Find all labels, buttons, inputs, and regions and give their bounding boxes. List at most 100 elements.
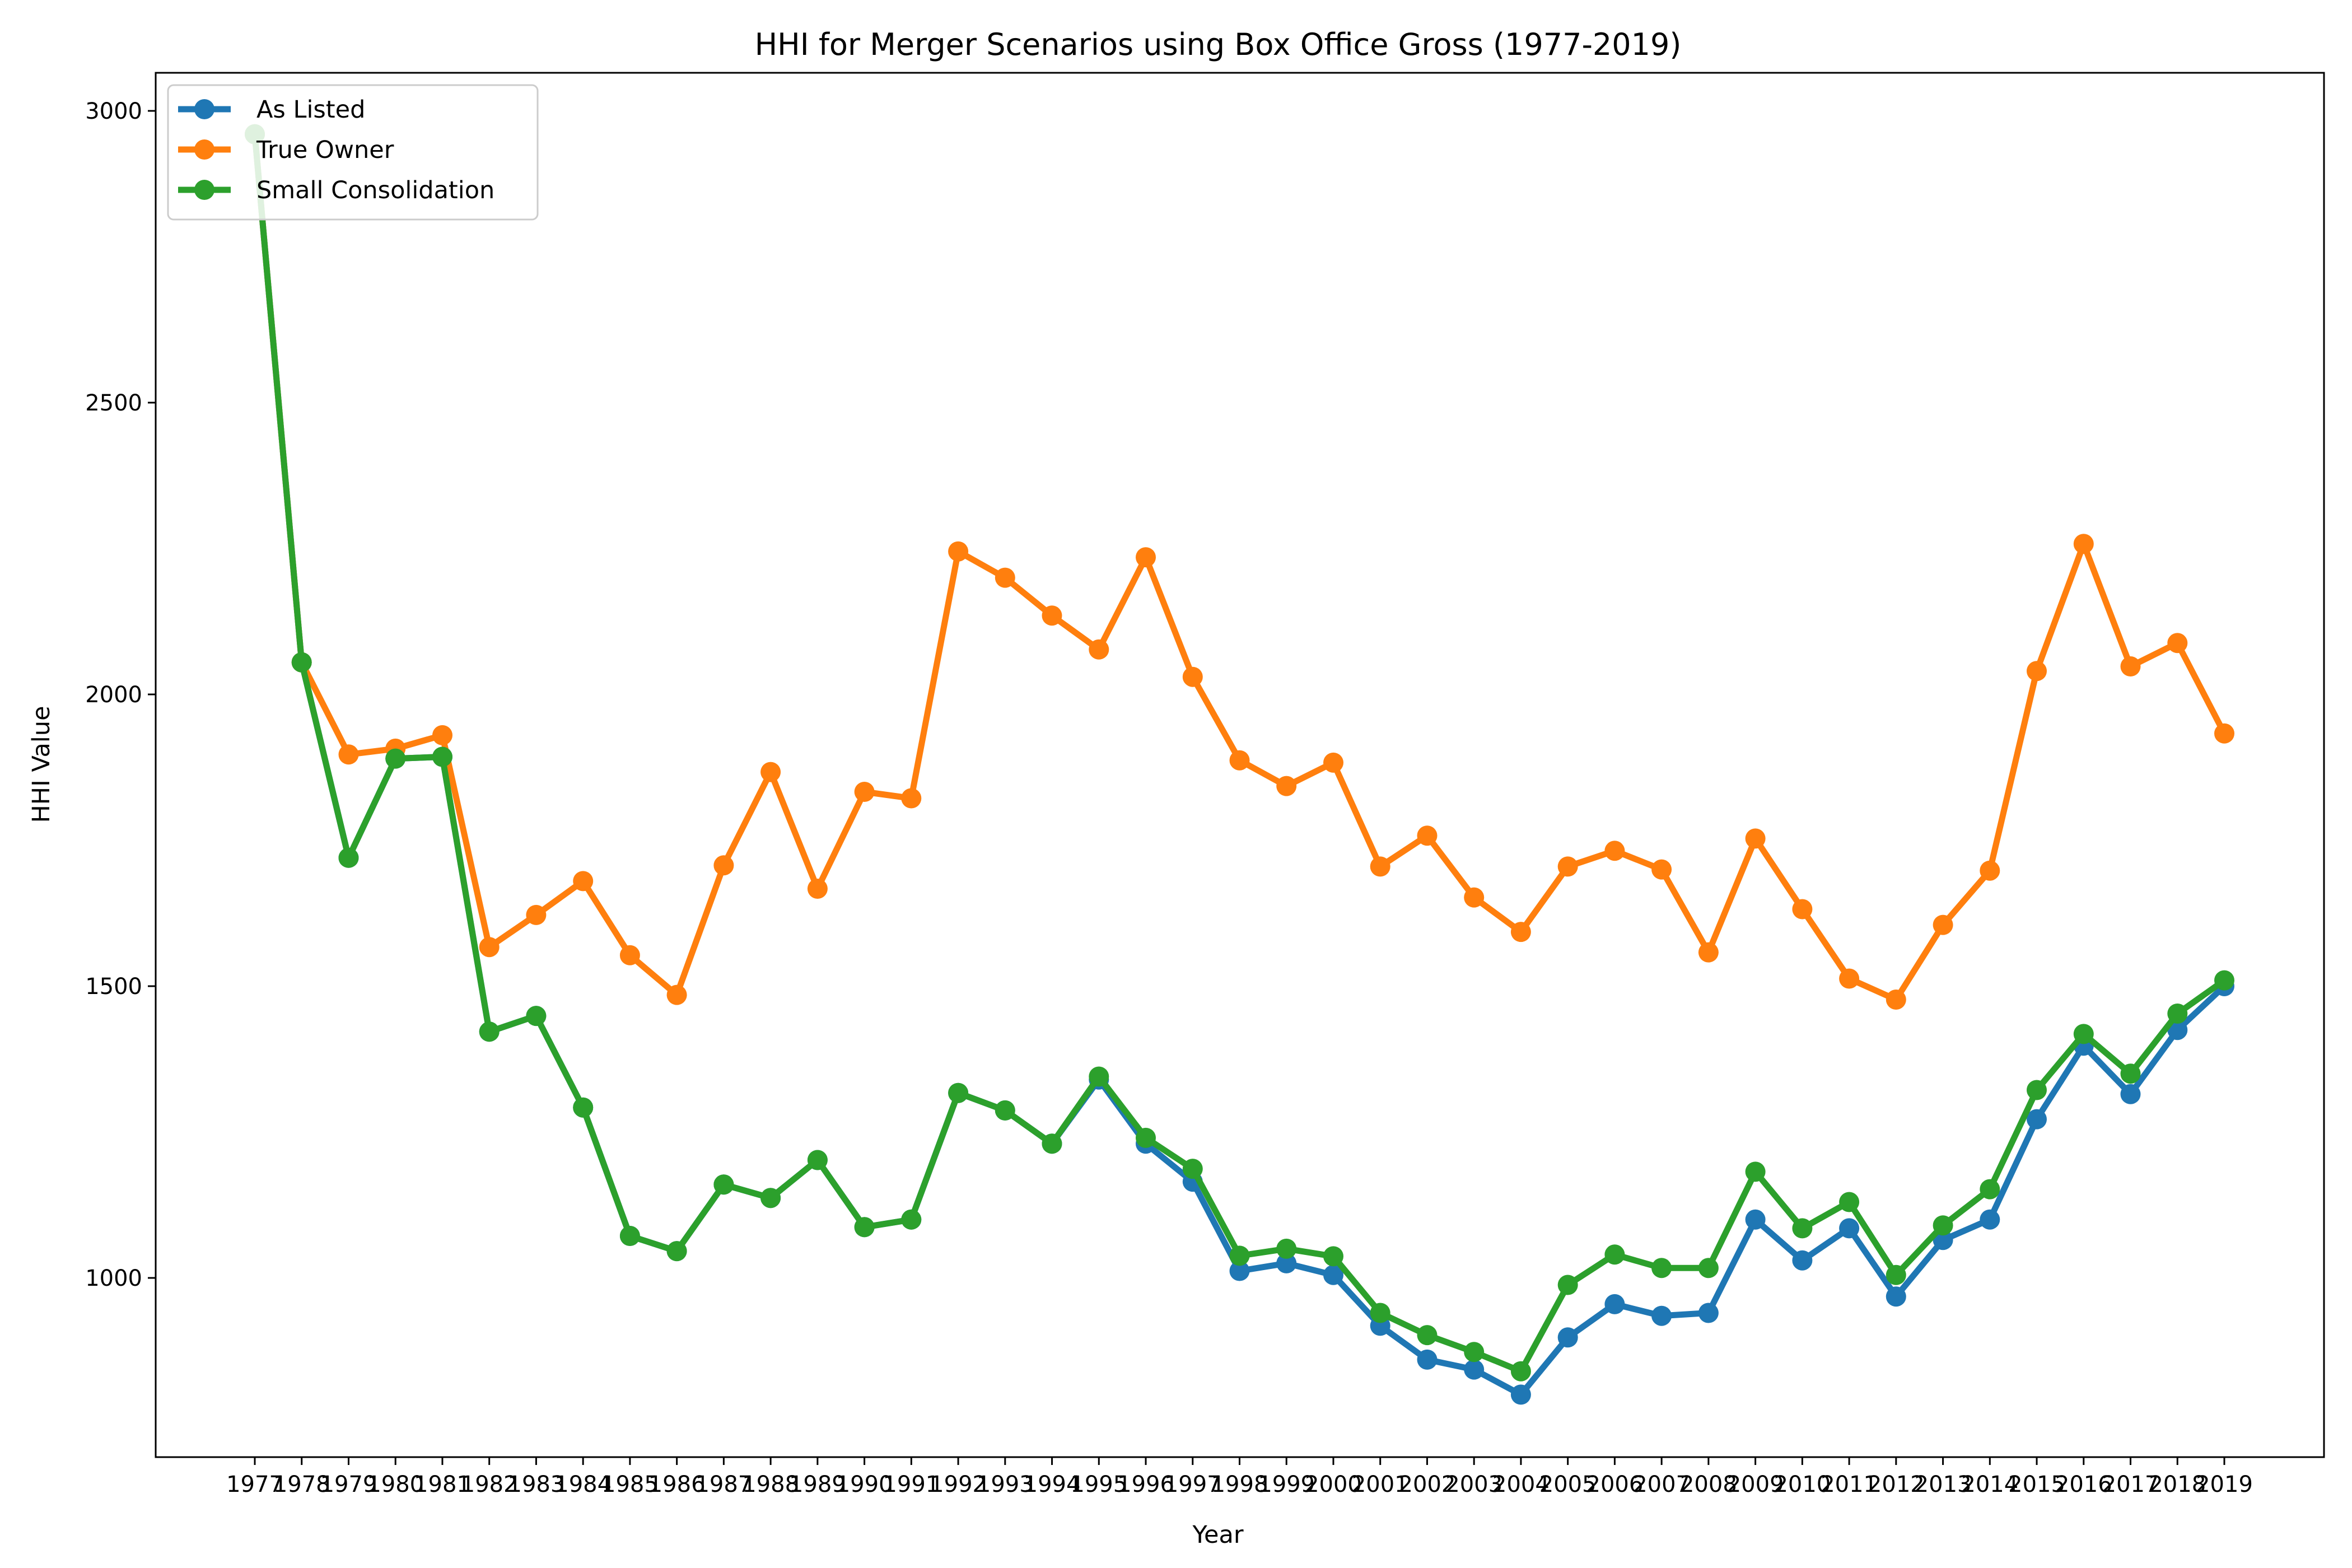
- data-point-true-owner: [807, 879, 828, 899]
- chart-title: HHI for Merger Scenarios using Box Offic…: [755, 27, 1682, 62]
- x-tick-label: 1981: [414, 1472, 471, 1497]
- data-point-true-owner: [1557, 856, 1578, 877]
- data-point-small-consolidation: [1323, 1246, 1343, 1267]
- data-point-as-listed: [1745, 1209, 1766, 1230]
- x-tick-label: 2018: [2149, 1472, 2206, 1497]
- x-tick-label: 1986: [648, 1472, 706, 1497]
- y-tick-label: 3000: [85, 99, 142, 124]
- data-point-small-consolidation: [1698, 1258, 1719, 1278]
- data-point-small-consolidation: [479, 1021, 500, 1042]
- data-point-as-listed: [1604, 1294, 1625, 1314]
- x-tick-label: 1991: [883, 1472, 940, 1497]
- x-tick-label: 2002: [1399, 1472, 1456, 1497]
- legend-marker-small-consolidation: [194, 180, 214, 200]
- data-point-small-consolidation: [1933, 1215, 1953, 1236]
- x-tick-label: 2019: [2196, 1472, 2253, 1497]
- data-point-true-owner: [1698, 942, 1719, 963]
- data-point-small-consolidation: [995, 1100, 1015, 1121]
- x-tick-label: 1992: [930, 1472, 987, 1497]
- data-point-small-consolidation: [1182, 1159, 1203, 1179]
- series-small-consolidation: [245, 124, 2234, 1382]
- x-tick-label: 1988: [742, 1472, 799, 1497]
- data-point-true-owner: [2167, 633, 2188, 654]
- plot-area: 1000 1500 2000 2500 3000 19771978197919801981…: [85, 72, 2325, 1497]
- data-point-as-listed: [1417, 1349, 1438, 1370]
- x-tick-label: 2016: [2055, 1472, 2112, 1497]
- data-point-as-listed: [1792, 1250, 1813, 1271]
- data-point-small-consolidation: [1089, 1066, 1109, 1087]
- legend-label-as-listed: As Listed: [256, 96, 365, 124]
- data-point-as-listed: [1229, 1261, 1250, 1281]
- data-point-small-consolidation: [619, 1226, 640, 1246]
- data-point-as-listed: [2120, 1084, 2141, 1104]
- x-tick-label: 1999: [1258, 1472, 1315, 1497]
- x-tick-label: 1998: [1211, 1472, 1268, 1497]
- data-point-true-owner: [1651, 859, 1672, 880]
- data-point-true-owner: [1980, 860, 2000, 881]
- data-point-true-owner: [338, 744, 359, 765]
- data-point-small-consolidation: [1886, 1264, 1906, 1285]
- data-point-small-consolidation: [854, 1217, 875, 1238]
- data-point-as-listed: [1557, 1327, 1578, 1348]
- data-point-small-consolidation: [573, 1097, 594, 1118]
- data-point-as-listed: [2027, 1109, 2047, 1130]
- data-point-small-consolidation: [2120, 1063, 2141, 1084]
- data-point-true-owner: [2027, 661, 2047, 682]
- data-point-small-consolidation: [526, 1006, 547, 1026]
- x-tick-label: 1987: [695, 1472, 752, 1497]
- data-point-true-owner: [995, 567, 1015, 588]
- data-point-true-owner: [1417, 825, 1438, 846]
- data-point-small-consolidation: [1792, 1218, 1813, 1239]
- data-point-as-listed: [1323, 1264, 1343, 1285]
- data-point-small-consolidation: [432, 746, 452, 767]
- data-point-true-owner: [1089, 639, 1109, 660]
- data-point-small-consolidation: [1604, 1244, 1625, 1265]
- data-point-true-owner: [573, 871, 594, 892]
- data-point-small-consolidation: [385, 748, 406, 769]
- data-point-small-consolidation: [291, 652, 312, 673]
- data-point-true-owner: [1604, 841, 1625, 861]
- x-axis-label: Year: [1192, 1521, 1243, 1549]
- data-point-small-consolidation: [1651, 1258, 1672, 1278]
- data-point-true-owner: [2120, 656, 2141, 676]
- legend: As Listed True Owner Small Consolidation: [167, 84, 539, 221]
- data-point-true-owner: [1042, 605, 1062, 626]
- data-point-true-owner: [1136, 547, 1156, 568]
- data-point-small-consolidation: [1370, 1303, 1390, 1323]
- y-tick-label: 1500: [85, 974, 142, 1000]
- x-tick-label: 2011: [1821, 1472, 1878, 1497]
- data-point-true-owner: [1886, 990, 1906, 1010]
- data-point-small-consolidation: [666, 1241, 687, 1262]
- data-point-small-consolidation: [807, 1150, 828, 1170]
- data-point-small-consolidation: [1980, 1179, 2000, 1200]
- data-point-small-consolidation: [1839, 1192, 1860, 1212]
- x-tick-label: 1980: [367, 1472, 424, 1497]
- x-tick-label: 2007: [1633, 1472, 1690, 1497]
- x-tick-label: 1982: [461, 1472, 518, 1497]
- data-point-true-owner: [526, 904, 547, 925]
- x-tick-label: 1996: [1117, 1472, 1174, 1497]
- data-point-true-owner: [432, 725, 452, 745]
- x-tick-label: 2014: [1961, 1472, 2018, 1497]
- x-tick-label: 1978: [273, 1472, 330, 1497]
- x-tick-label: 2009: [1727, 1472, 1784, 1497]
- data-point-true-owner: [713, 855, 734, 876]
- data-point-as-listed: [1464, 1359, 1485, 1380]
- data-point-true-owner: [948, 541, 969, 562]
- x-tick-label: 1983: [508, 1472, 565, 1497]
- series-line-true-owner: [251, 131, 2228, 1003]
- y-axis-label: HHI Value: [27, 706, 55, 823]
- data-point-small-consolidation: [713, 1174, 734, 1195]
- data-point-as-listed: [1886, 1286, 1906, 1307]
- data-point-small-consolidation: [948, 1082, 969, 1103]
- data-point-small-consolidation: [1510, 1361, 1531, 1382]
- x-tick-label: 2003: [1445, 1472, 1502, 1497]
- x-tick-label: 2004: [1492, 1472, 1550, 1497]
- data-point-true-owner: [1464, 887, 1485, 908]
- data-point-true-owner: [1182, 666, 1203, 687]
- legend-label-true-owner: True Owner: [256, 136, 394, 164]
- data-point-true-owner: [1323, 752, 1343, 773]
- data-point-true-owner: [1276, 776, 1297, 796]
